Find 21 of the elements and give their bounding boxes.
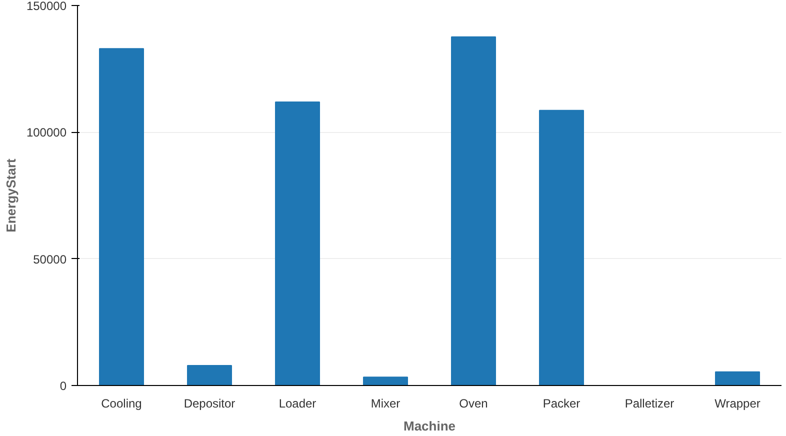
- x-tick-label: Mixer: [370, 396, 400, 410]
- x-tick-label: Loader: [278, 396, 316, 410]
- x-tick-label: Cooling: [101, 396, 142, 410]
- bar: [539, 110, 584, 386]
- bar: [715, 371, 760, 386]
- y-tick-label: 0: [60, 379, 67, 393]
- y-tick-label: 100000: [26, 126, 67, 140]
- y-tick-label: 50000: [33, 252, 67, 266]
- y-axis-title: EnergyStart: [3, 158, 18, 232]
- bar: [363, 376, 408, 386]
- x-tick-label: Packer: [542, 396, 580, 410]
- bar: [187, 364, 232, 386]
- x-tick-label: Palletizer: [624, 396, 674, 410]
- bar: [275, 102, 320, 386]
- x-axis-title: Machine: [403, 418, 456, 434]
- x-tick-label: Wrapper: [714, 396, 760, 410]
- y-tick-label: 150000: [26, 0, 67, 13]
- x-tick-label: Depositor: [184, 396, 236, 410]
- bar: [99, 48, 144, 386]
- x-tick-label: Oven: [459, 396, 488, 410]
- bar: [451, 36, 496, 386]
